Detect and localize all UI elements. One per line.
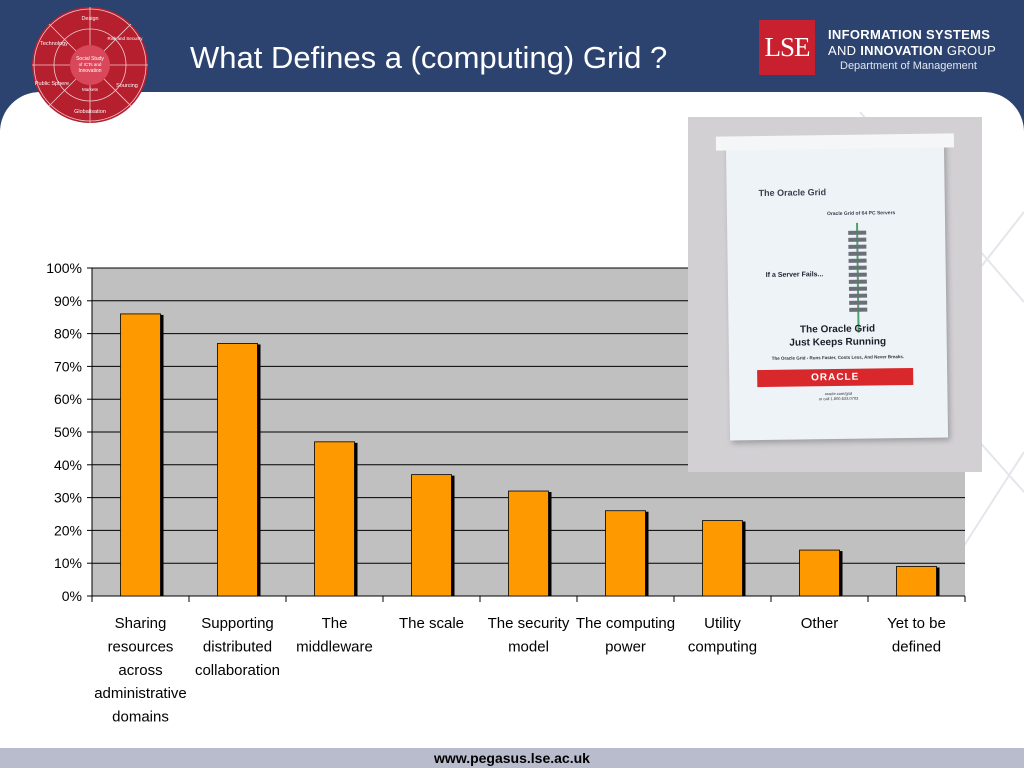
- logo-segment-technology: Technology: [40, 41, 68, 47]
- group-name-line-2: AND INNOVATION GROUP: [828, 43, 996, 58]
- logo-segment-public-sphere: Public Sphere: [35, 81, 69, 87]
- x-tick-label-line: across: [118, 662, 162, 679]
- poster-subtitle: Oracle Grid of 64 PC Servers: [826, 210, 896, 218]
- x-tick-label-line: middleware: [296, 638, 373, 655]
- oracle-logo: ORACLE: [757, 367, 914, 388]
- x-tick-label-line: The security: [488, 615, 570, 632]
- footer-url: www.pegasus.lse.ac.uk: [434, 750, 590, 766]
- server-stack-icon: [848, 222, 868, 333]
- y-tick-label: 100%: [46, 260, 82, 276]
- x-tick-label: The scale: [399, 615, 464, 632]
- x-tick-label-line: domains: [112, 709, 169, 726]
- x-tick-label: Other: [801, 615, 839, 632]
- research-themes-logo: Design Risk and Security Sourcing Global…: [32, 7, 148, 123]
- group-name: INFORMATION SYSTEMS AND INNOVATION GROUP…: [828, 27, 996, 72]
- x-tick-label-line: collaboration: [195, 662, 280, 679]
- x-tick-label-line: resources: [108, 638, 174, 655]
- group-name-line-1: INFORMATION SYSTEMS: [828, 27, 991, 42]
- slide-footer: www.pegasus.lse.ac.uk: [0, 748, 1024, 768]
- logo-segment-risk: Risk and Security: [107, 36, 143, 41]
- oracle-grid-poster-photo: The Oracle Grid Oracle Grid of 64 PC Ser…: [688, 117, 982, 472]
- bar: [702, 520, 743, 597]
- logo-inner-markets: Markets: [82, 87, 99, 92]
- poster-tape: [715, 133, 955, 151]
- group-name-group: GROUP: [942, 43, 997, 58]
- y-tick-label: 50%: [54, 424, 82, 440]
- poster-headline: The Oracle Grid Just Keeps Running: [748, 322, 926, 350]
- logo-segment-globalisation: Globalisation: [74, 109, 106, 115]
- logo-segment-sourcing: Sourcing: [116, 83, 138, 89]
- x-tick-label: The middleware: [296, 615, 373, 655]
- poster-title: The Oracle Grid: [758, 187, 827, 199]
- poster-tagline: The Oracle Grid - Runs Faster, Costs Les…: [771, 354, 905, 361]
- bar: [799, 549, 840, 597]
- y-tick-label: 0%: [62, 588, 82, 604]
- poster-contact-phone: or call 1.800.633.0703: [818, 395, 859, 402]
- poster-contact: oracle.com/grid or call 1.800.633.0703: [749, 390, 927, 402]
- x-tick-label-line: Supporting: [201, 615, 274, 632]
- x-tick-label-line: distributed: [203, 638, 272, 655]
- poster-fail-text: If a Server Fails...: [765, 271, 824, 279]
- y-tick-label: 10%: [54, 555, 82, 571]
- poster-paper: The Oracle Grid Oracle Grid of 64 PC Ser…: [715, 133, 955, 441]
- logo-center-line-3: Innovation: [78, 68, 101, 74]
- poster-headline-line-2: Just Keeps Running: [789, 336, 887, 349]
- x-tick-label-line: model: [508, 638, 549, 655]
- department-name: Department of Management: [840, 60, 977, 72]
- x-tick-label: The security model: [488, 615, 570, 655]
- x-tick-label: Supporting distributed collaboration: [195, 615, 280, 679]
- logo-segment-design: Design: [81, 16, 98, 22]
- lse-logo: LSE: [759, 20, 815, 75]
- y-tick-label: 20%: [54, 522, 82, 538]
- x-tick-label-line: Yet to be: [887, 615, 946, 632]
- x-tick-label: Sharing resources across administrative doma…: [94, 615, 187, 726]
- bar: [508, 490, 549, 597]
- bar: [120, 313, 161, 597]
- x-tick-label-line: The computing: [576, 615, 675, 632]
- x-tick-label-line: computing: [688, 638, 757, 655]
- x-tick-label-line: The scale: [399, 615, 464, 632]
- x-tick-label: The computing power: [576, 615, 675, 655]
- logo-center-line-2: of ICTs and: [79, 62, 102, 67]
- x-tick-label: Utility computing: [688, 615, 757, 655]
- y-tick-label: 70%: [54, 358, 82, 374]
- x-tick-label-line: Other: [801, 615, 839, 632]
- bar: [896, 566, 937, 597]
- x-tick-label-line: Sharing: [115, 615, 167, 632]
- group-name-and: AND: [828, 43, 861, 58]
- x-tick-label-line: administrative: [94, 685, 187, 702]
- x-tick-label-line: power: [605, 638, 646, 655]
- bar: [217, 343, 258, 597]
- bar: [605, 510, 646, 597]
- bar: [314, 441, 355, 597]
- x-tick-label: Yet to be defined: [887, 615, 946, 655]
- group-name-innovation: INNOVATION: [860, 43, 943, 58]
- y-tick-label: 80%: [54, 326, 82, 342]
- x-tick-label-line: Utility: [704, 615, 741, 632]
- y-tick-label: 60%: [54, 391, 82, 407]
- y-tick-label: 90%: [54, 293, 82, 309]
- bar: [411, 474, 452, 597]
- logo-center-line-1: Social Study: [76, 56, 104, 62]
- y-tick-label: 40%: [54, 457, 82, 473]
- x-tick-label-line: The: [322, 615, 348, 632]
- y-tick-label: 30%: [54, 490, 82, 506]
- slide-title: What Defines a (computing) Grid ?: [190, 40, 668, 75]
- x-tick-label-line: defined: [892, 638, 941, 655]
